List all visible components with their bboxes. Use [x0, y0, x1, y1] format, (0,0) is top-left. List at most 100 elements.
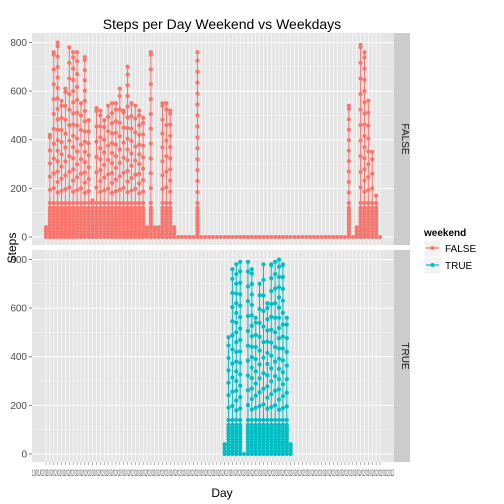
data-point — [276, 440, 282, 445]
data-point — [230, 375, 235, 380]
data-point — [125, 125, 130, 131]
data-point — [140, 155, 146, 160]
data-point — [133, 205, 138, 210]
data-point — [82, 119, 87, 124]
data-point — [265, 448, 270, 454]
data-point — [125, 136, 130, 141]
data-point — [249, 425, 254, 430]
data-point — [63, 220, 68, 225]
data-point — [370, 186, 375, 191]
data-point — [94, 223, 99, 228]
data-point — [284, 377, 289, 382]
data-point — [121, 185, 126, 190]
data-point — [280, 434, 286, 439]
data-point — [74, 200, 80, 206]
data-point — [222, 442, 227, 447]
data-point — [362, 111, 367, 116]
data-point — [261, 437, 266, 442]
data-point — [249, 417, 254, 423]
data-point — [269, 288, 274, 294]
data-point — [71, 100, 76, 105]
data-point — [358, 154, 363, 159]
data-point — [113, 154, 119, 159]
data-point — [74, 175, 80, 180]
data-point — [144, 225, 150, 230]
data-point — [346, 190, 352, 195]
data-point — [284, 434, 289, 439]
data-point — [276, 305, 282, 310]
data-point — [74, 50, 80, 55]
data-point — [47, 217, 52, 222]
strip-true — [394, 250, 410, 462]
data-point — [47, 226, 52, 231]
data-point — [234, 330, 239, 335]
data-point — [121, 226, 126, 231]
data-point — [195, 226, 200, 231]
data-point — [269, 301, 274, 307]
data-point — [284, 431, 289, 436]
data-point — [125, 83, 130, 88]
data-point — [137, 142, 142, 147]
data-point — [273, 443, 278, 448]
data-point — [106, 217, 111, 222]
data-point — [140, 177, 146, 183]
y-axis: 0 200 400 600 800 0 200 400 600 800 — [10, 38, 32, 461]
data-point — [55, 64, 60, 70]
data-point — [160, 200, 165, 206]
data-point — [358, 42, 363, 47]
data-point — [265, 434, 270, 439]
data-point — [280, 298, 286, 303]
data-point — [82, 208, 87, 213]
data-point — [106, 129, 111, 134]
data-point — [74, 123, 80, 128]
data-point — [74, 229, 80, 234]
data-point — [374, 200, 379, 206]
data-point — [257, 348, 262, 353]
data-point — [71, 167, 76, 172]
data-point — [346, 103, 352, 108]
data-point — [67, 123, 72, 128]
data-point — [284, 428, 289, 433]
data-point — [234, 417, 239, 423]
data-point — [125, 220, 130, 225]
data-point — [273, 448, 278, 454]
data-point — [86, 177, 91, 182]
data-point — [55, 138, 60, 143]
data-point — [106, 143, 111, 148]
data-point — [346, 138, 352, 143]
data-point — [238, 446, 243, 451]
data-point — [71, 200, 76, 206]
data-point — [78, 113, 84, 118]
data-point — [168, 208, 173, 213]
data-point — [249, 407, 254, 412]
data-point — [121, 205, 126, 210]
data-point — [249, 334, 254, 339]
data-point — [253, 357, 258, 362]
data-point — [195, 189, 200, 195]
series-true — [222, 257, 293, 457]
data-point — [276, 434, 282, 439]
data-point — [245, 388, 251, 393]
data-point — [94, 217, 99, 222]
data-point — [358, 217, 363, 222]
data-point — [358, 211, 363, 216]
data-point — [265, 301, 270, 306]
data-point — [82, 214, 87, 219]
data-point — [269, 314, 274, 319]
data-point — [55, 85, 60, 91]
data-point — [152, 231, 157, 237]
data-point — [47, 187, 52, 192]
data-point — [249, 271, 254, 276]
data-point — [276, 407, 282, 412]
data-point — [148, 226, 153, 231]
data-point — [230, 434, 235, 439]
data-point — [148, 186, 153, 191]
data-point — [253, 405, 258, 410]
data-point — [106, 172, 111, 177]
data-point — [51, 223, 56, 228]
data-point — [137, 152, 142, 157]
data-point — [234, 271, 239, 277]
data-point — [245, 422, 251, 427]
data-point — [59, 115, 64, 120]
data-point — [55, 44, 60, 49]
